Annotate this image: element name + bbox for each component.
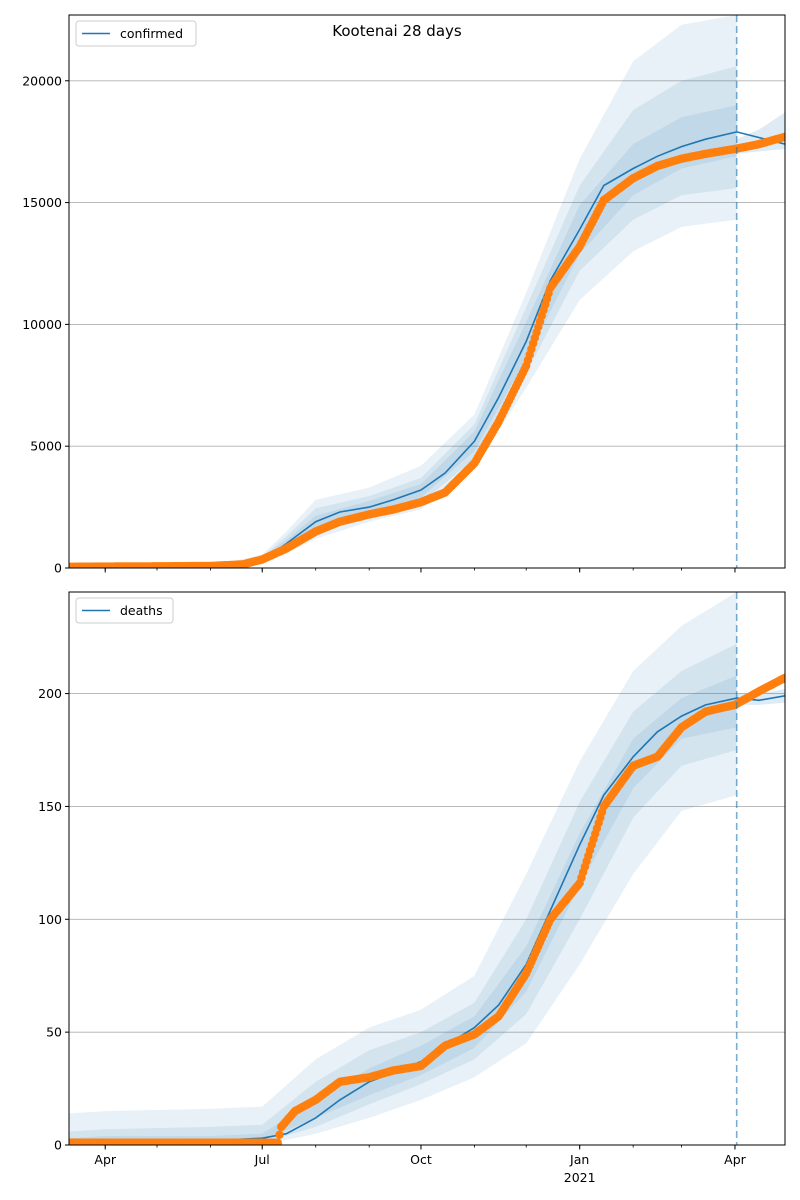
legend-box [75, 20, 197, 47]
legend-box [75, 597, 174, 624]
legend: deaths [75, 597, 174, 624]
confirmed-panel: 0 5000 10000 15000 20000 confirmed [22, 14, 786, 576]
axes-frame [68, 14, 786, 569]
y-tick-label: 100 [38, 912, 62, 927]
y-tick-label: 20000 [22, 73, 62, 88]
legend: confirmed [75, 20, 197, 47]
observed-point [273, 1138, 282, 1145]
uncertainty-band [69, 66, 737, 568]
y-tick-label: 0 [54, 561, 62, 576]
y-tick-label: 50 [46, 1025, 62, 1040]
observed-point [780, 132, 785, 141]
uncertainty-band [69, 15, 737, 568]
observed-points [69, 132, 785, 568]
y-tick-label: 5000 [30, 439, 62, 454]
legend-label: deaths [120, 603, 163, 618]
x-tick-label: Jan [569, 1152, 589, 1167]
y-tick-label: 150 [38, 799, 62, 814]
x-tick-label: Apr [724, 1152, 746, 1167]
y-tick-label: 0 [54, 1138, 62, 1153]
x-tick-label: Jul [254, 1152, 270, 1167]
y-tick-label: 15000 [22, 195, 62, 210]
plot-area [69, 592, 785, 1145]
uncertainty-band [69, 675, 737, 1145]
chart-title: Kootenai 28 days [332, 22, 462, 40]
uncertainty-band [69, 592, 737, 1145]
observed-points [69, 673, 785, 1145]
y-tick-label: 10000 [22, 317, 62, 332]
deaths-panel: 0 50 100 150 200 Apr Jul Oct Jan Apr 2021 deaths [38, 591, 786, 1185]
x-year-label: 2021 [564, 1170, 596, 1185]
uncertainty-band [69, 643, 737, 1145]
confirmed-series-line [69, 131, 785, 568]
plot-area [69, 15, 785, 568]
axes-frame [68, 591, 786, 1146]
observed-point [780, 673, 785, 682]
legend-label: confirmed [120, 26, 183, 41]
observed-point [275, 1130, 284, 1140]
x-tick-label: Apr [94, 1152, 116, 1167]
y-tick-label: 200 [38, 686, 62, 701]
x-tick-label: Oct [410, 1152, 432, 1167]
